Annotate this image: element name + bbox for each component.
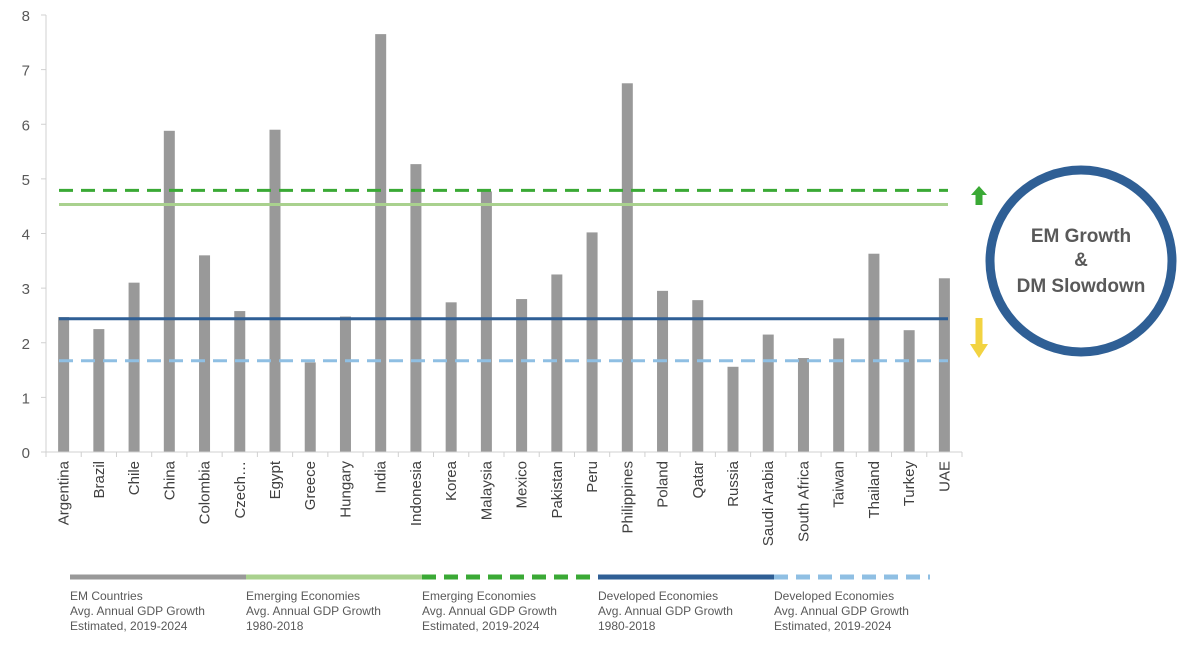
y-axis: 0 1 2 3 4 5 6 7 8 [22, 8, 47, 462]
bar-czech- [234, 311, 246, 452]
x-tick-label: Colombia [197, 460, 214, 524]
legend-label: EM Countries [70, 589, 143, 603]
reference-lines [59, 188, 948, 363]
legend-label: Avg. Annual GDP Growth [70, 604, 205, 618]
y-tick-label: 0 [22, 445, 30, 462]
legend-label: 1980-2018 [598, 619, 656, 633]
bar-china [163, 130, 175, 452]
trend-arrows [970, 186, 988, 358]
badge-ring [985, 165, 1177, 357]
bar-south-africa [797, 358, 809, 452]
x-tick-label: Indonesia [408, 460, 425, 526]
bar-russia [727, 366, 739, 452]
bar-philippines [621, 83, 633, 452]
legend-label: Developed Economies [598, 589, 718, 603]
x-tick-label: Taiwan [831, 461, 848, 508]
legend-label: Avg. Annual GDP Growth [246, 604, 381, 618]
bar-korea [445, 302, 457, 452]
bar-india [375, 34, 387, 453]
x-tick-label: Peru [584, 461, 601, 493]
x-tick-label: Korea [443, 460, 460, 501]
x-tick-label: Brazil [91, 461, 108, 499]
x-tick-label: Hungary [337, 461, 354, 518]
x-tick-label: Qatar [690, 461, 707, 499]
x-tick-label: China [161, 460, 178, 500]
legend-label: Estimated, 2019-2024 [774, 619, 892, 633]
x-tick-label: Russia [725, 460, 742, 507]
badge-text-line: EM Growth [1031, 226, 1131, 247]
bar-thailand [868, 253, 880, 452]
badge-text-line: & [1074, 250, 1088, 271]
bar-hungary [339, 316, 351, 452]
y-tick-label: 2 [22, 336, 30, 353]
x-tick-label: Philippines [619, 461, 636, 534]
x-tick-label: Thailand [866, 461, 883, 519]
x-tick-label: Turkey [901, 461, 918, 507]
x-tick-label: UAE [936, 461, 953, 492]
legend-label: Avg. Annual GDP Growth [598, 604, 733, 618]
bar-taiwan [833, 338, 845, 452]
x-tick-label: Malaysia [478, 460, 495, 520]
legend-label: 1980-2018 [246, 619, 304, 633]
x-tick-label: Poland [655, 461, 672, 508]
y-tick-label: 1 [22, 390, 30, 407]
bar-brazil [93, 329, 105, 452]
bar-uae [938, 278, 950, 452]
legend-label: Avg. Annual GDP Growth [422, 604, 557, 618]
bar-egypt [269, 129, 281, 452]
x-tick-label: Egypt [267, 460, 284, 499]
bar-saudi-arabia [762, 334, 774, 452]
arrow-up-icon [971, 186, 987, 205]
y-tick-label: 3 [22, 281, 30, 298]
bar-colombia [199, 255, 211, 452]
legend-label: Avg. Annual GDP Growth [774, 604, 909, 618]
bar-peru [586, 232, 598, 452]
legend-label: Developed Economies [774, 589, 894, 603]
x-tick-label: Argentina [56, 460, 73, 525]
legend-label: Estimated, 2019-2024 [70, 619, 188, 633]
arrow-down-icon [970, 318, 988, 358]
x-tick-label: Czech… [232, 461, 249, 519]
bar-pakistan [551, 274, 563, 452]
x-tick-label: Greece [302, 461, 319, 510]
y-tick-label: 5 [22, 172, 30, 189]
bar-greece [304, 362, 316, 452]
legend-label: Emerging Economies [246, 589, 360, 603]
y-tick-label: 8 [22, 8, 30, 25]
x-axis: Argentina Brazil Chile China Colombia Czech… E… [45, 451, 963, 546]
badge-text-line: DM Slowdown [1017, 276, 1146, 297]
growth-badge: EM Growth & DM Slowdown [985, 165, 1177, 357]
x-tick-label: Mexico [514, 461, 531, 509]
x-tick-label: Saudi Arabia [760, 460, 777, 546]
legend-label: Estimated, 2019-2024 [422, 619, 540, 633]
bar-turkey [903, 330, 915, 452]
bar-chile [128, 282, 140, 452]
bar-poland [657, 290, 669, 452]
legend-label: Emerging Economies [422, 589, 536, 603]
bar-argentina [58, 317, 70, 452]
bar-qatar [692, 300, 704, 452]
y-tick-label: 7 [22, 63, 30, 80]
bar-malaysia [480, 191, 492, 452]
x-tick-label: India [373, 460, 390, 493]
bar-mexico [516, 299, 528, 452]
y-tick-label: 6 [22, 117, 30, 134]
y-tick-label: 4 [22, 227, 30, 244]
x-tick-label: Chile [126, 461, 143, 495]
x-tick-label: Pakistan [549, 461, 566, 519]
x-tick-label: South Africa [795, 460, 812, 542]
bar-series [58, 34, 950, 453]
bar-indonesia [410, 164, 422, 452]
